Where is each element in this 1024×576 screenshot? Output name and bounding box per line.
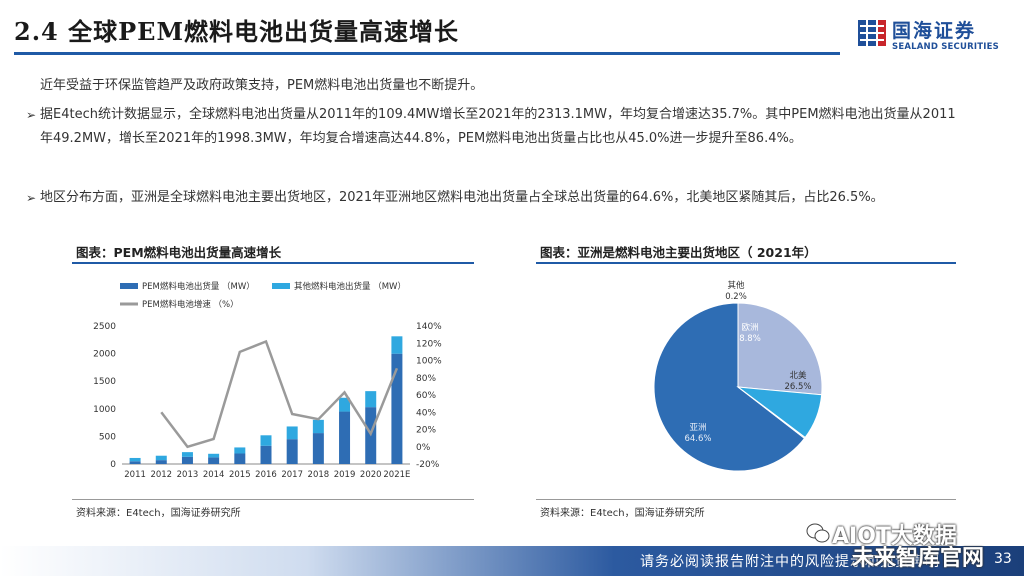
x-tick-label: 2012 xyxy=(150,470,172,480)
x-tick-label: 2017 xyxy=(281,470,303,480)
left-chart-title: 图表：PEM燃料电池出货量高速增长 xyxy=(76,245,282,260)
y2-tick-label: 0% xyxy=(416,443,431,453)
pie-slice xyxy=(737,386,806,440)
y2-tick-label: 60% xyxy=(416,391,436,401)
x-tick-label: 2020 xyxy=(360,470,382,480)
other-bar xyxy=(129,457,141,462)
pie-value-label: 64.6% xyxy=(684,434,711,444)
pie-slice xyxy=(653,302,806,472)
y2-tick-label: 120% xyxy=(416,339,442,349)
other-bar xyxy=(181,452,193,457)
legend-swatch xyxy=(272,283,290,289)
right-chart-title: 图表：亚洲是燃料电池主要出货地区（ 2021年） xyxy=(540,245,817,260)
growth-line xyxy=(160,339,399,449)
y2-tick-label: -20% xyxy=(416,460,440,470)
wechat-icon xyxy=(806,523,830,543)
footer-bar xyxy=(0,546,1024,576)
title-divider xyxy=(14,52,840,55)
x-tick-label: 2016 xyxy=(255,470,277,480)
logo-name-en: SEALAND SECURITIES xyxy=(892,42,999,52)
bullet-arrow-icon: ➢ xyxy=(26,191,37,205)
x-tick-label: 2014 xyxy=(203,470,225,480)
y-tick-label: 500 xyxy=(99,432,116,442)
logo-name-cn: 国海证券 xyxy=(892,20,977,42)
x-tick-label: 2013 xyxy=(177,470,199,480)
y2-tick-label: 80% xyxy=(416,374,436,384)
pem-bar xyxy=(155,460,167,464)
x-tick-label: 2021E xyxy=(383,470,410,480)
y-tick-label: 0 xyxy=(110,460,116,470)
other-bar xyxy=(234,447,246,454)
bullet-text: 地区分布方面，亚洲是全球燃料电池主要出货地区，2021年亚洲地区燃料电池出货量占… xyxy=(40,190,884,205)
x-tick-label: 2011 xyxy=(124,470,146,480)
other-bar xyxy=(312,419,324,434)
bullet-arrow-icon: ➢ xyxy=(26,108,37,122)
pem-bar xyxy=(234,453,246,464)
shipment-bar-chart: PEM燃料电池出货量 （MW） 其他燃料电池出货量 （MW） PEM燃料电池增速 （… xyxy=(93,281,442,480)
other-bar xyxy=(260,435,272,446)
watermark-line-2: 未来智库官网 xyxy=(852,546,985,571)
y2-tick-label: 20% xyxy=(416,426,436,436)
legend-swatch xyxy=(120,283,138,289)
x-tick-label: 2015 xyxy=(229,470,251,480)
bullet-item: ➢ 据E4tech统计数据显示，全球燃料电池出货量从2011年的109.4MW增… xyxy=(26,103,968,151)
other-bar xyxy=(365,391,377,408)
other-bar xyxy=(391,336,403,354)
pie-category-label: 北美 xyxy=(789,370,807,381)
x-tick-label: 2018 xyxy=(308,470,330,480)
pie-category-label: 欧洲 xyxy=(741,322,758,333)
y-tick-label: 2000 xyxy=(93,350,116,360)
y-tick-label: 1500 xyxy=(93,377,116,387)
bullet-text: 据E4tech统计数据显示，全球燃料电池出货量从2011年的109.4MW增长至… xyxy=(40,107,956,146)
pem-bar xyxy=(181,456,193,464)
legend-label: PEM燃料电池增速 （%） xyxy=(142,299,239,310)
footer-disclaimer: 请务必阅读报告附注中的风险提示和免责声明 xyxy=(640,554,940,570)
left-panel-divider xyxy=(72,262,474,264)
pie-category-label: 其他 xyxy=(727,280,745,291)
pie-slice xyxy=(737,302,823,396)
bullet-item: ➢ 地区分布方面，亚洲是全球燃料电池主要出货地区，2021年亚洲地区燃料电池出货… xyxy=(26,186,968,210)
other-bar xyxy=(155,455,167,461)
right-panel-bottom-rule xyxy=(536,499,956,500)
sealand-logo-icon xyxy=(858,20,886,46)
y2-tick-label: 40% xyxy=(416,408,436,418)
company-logo: 国海证券 SEALAND SECURITIES xyxy=(858,16,1008,60)
legend-label: 其他燃料电池出货量 （MW） xyxy=(294,281,406,292)
pem-bar xyxy=(312,433,324,464)
legend-label: PEM燃料电池出货量 （MW） xyxy=(142,281,255,292)
watermark-line-1: AIOT大数据 xyxy=(832,524,957,549)
y-tick-label: 1000 xyxy=(93,405,116,415)
y2-tick-label: 140% xyxy=(416,322,442,332)
pem-bar xyxy=(339,411,351,464)
intro-text: 近年受益于环保监管趋严及政府政策支持，PEM燃料电池出货量也不断提升。 xyxy=(40,78,484,93)
pie-category-label: 亚洲 xyxy=(689,423,706,433)
pem-bar xyxy=(208,457,220,464)
pem-bar xyxy=(129,461,141,464)
y2-tick-label: 100% xyxy=(416,357,442,367)
pie-value-label: 26.5% xyxy=(784,382,811,392)
left-chart-source: 资料来源：E4tech，国海证券研究所 xyxy=(76,508,241,519)
y-tick-label: 2500 xyxy=(93,322,116,332)
page-title: 2.4 全球PEM燃料电池出货量高速增长 xyxy=(14,17,460,46)
pie-value-label: 8.8% xyxy=(739,334,761,344)
left-panel-bottom-rule xyxy=(72,499,474,500)
right-panel-divider xyxy=(536,262,956,264)
other-bar xyxy=(286,426,298,440)
right-chart-source: 资料来源：E4tech，国海证券研究所 xyxy=(540,508,705,519)
pie-value-label: 0.2% xyxy=(725,292,747,302)
other-bar xyxy=(339,397,351,412)
pem-bar xyxy=(286,439,298,464)
pem-bar xyxy=(391,353,403,464)
x-tick-label: 2019 xyxy=(334,470,356,480)
other-bar xyxy=(208,453,220,458)
pem-bar xyxy=(260,445,272,464)
page-number: 33 xyxy=(994,551,1012,567)
